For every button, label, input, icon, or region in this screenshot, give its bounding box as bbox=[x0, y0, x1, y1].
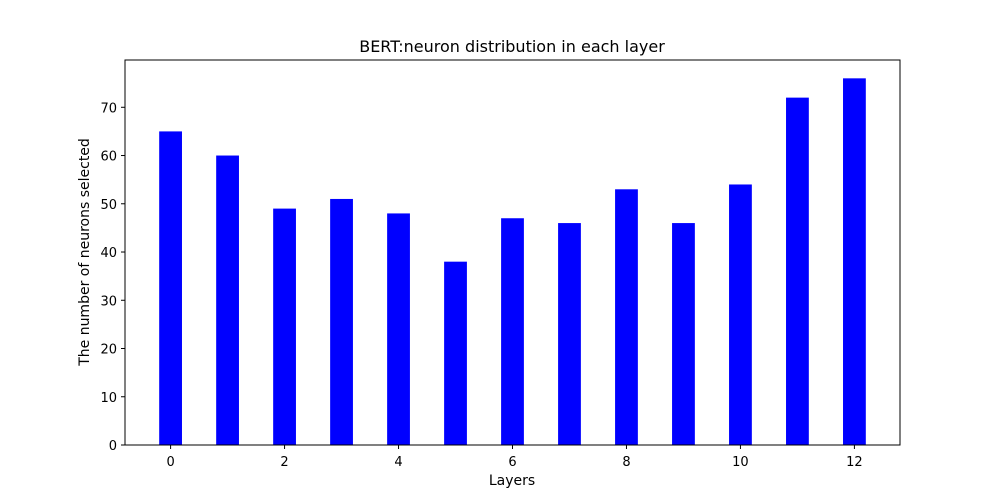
bar-layer-5 bbox=[444, 261, 467, 445]
bar-layer-4 bbox=[387, 213, 410, 445]
x-axis: 0 2 4 6 8 10 12 bbox=[166, 445, 863, 470]
bars-layer bbox=[159, 78, 866, 446]
bar-layer-0 bbox=[159, 131, 182, 445]
bar-layer-11 bbox=[786, 97, 809, 445]
y-tick-label: 40 bbox=[100, 246, 117, 261]
chart-title: BERT:neuron distribution in each layer bbox=[359, 37, 665, 56]
bar-layer-10 bbox=[729, 184, 752, 445]
y-tick-label: 0 bbox=[109, 439, 117, 454]
bar-layer-7 bbox=[558, 223, 581, 445]
bar-layer-12 bbox=[843, 78, 866, 445]
x-tick-label: 2 bbox=[280, 455, 288, 470]
bar-layer-1 bbox=[216, 155, 239, 446]
y-tick-label: 70 bbox=[100, 101, 117, 116]
bar-layer-2 bbox=[273, 208, 296, 445]
bar-layer-8 bbox=[615, 189, 638, 445]
y-tick-label: 60 bbox=[100, 150, 117, 165]
x-tick-label: 4 bbox=[394, 455, 402, 470]
x-axis-label: Layers bbox=[489, 473, 535, 489]
x-tick-label: 6 bbox=[508, 455, 516, 470]
y-tick-label: 30 bbox=[100, 294, 117, 309]
x-tick-label: 12 bbox=[846, 455, 863, 470]
bar-layer-9 bbox=[672, 223, 695, 445]
plot-frame bbox=[124, 59, 901, 446]
x-tick-label: 0 bbox=[166, 455, 174, 470]
y-axis-label: The number of neurons selected bbox=[77, 138, 93, 367]
bar-layer-3 bbox=[330, 198, 353, 445]
bar-layer-6 bbox=[501, 218, 524, 445]
y-tick-label: 10 bbox=[100, 391, 117, 406]
y-axis: 0 10 20 30 40 50 60 70 bbox=[100, 101, 125, 454]
y-tick-label: 50 bbox=[100, 198, 117, 213]
y-tick-label: 20 bbox=[100, 343, 117, 358]
x-tick-label: 10 bbox=[732, 455, 749, 470]
x-tick-label: 8 bbox=[622, 455, 630, 470]
